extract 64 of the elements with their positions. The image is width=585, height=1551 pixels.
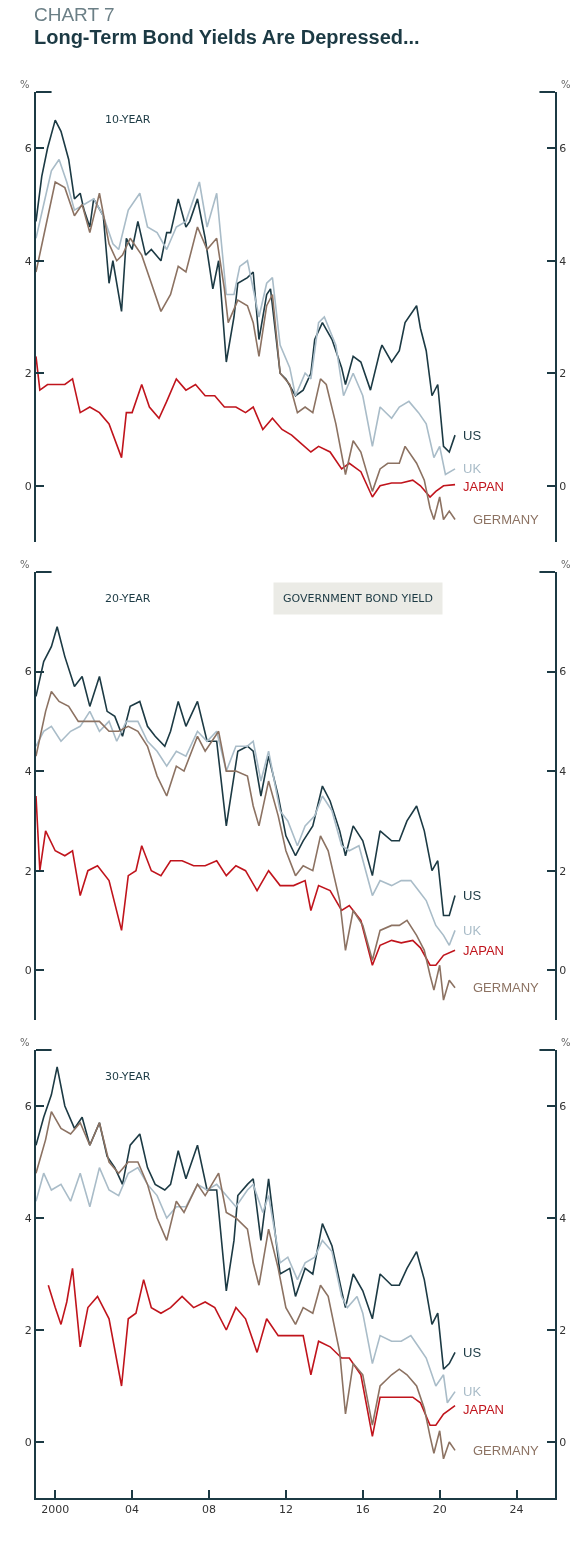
series-label: UK [463, 461, 482, 476]
series-label: US [463, 428, 482, 443]
y2-axis-title: % [561, 79, 571, 90]
series-label: UK [463, 923, 482, 938]
y-tick-label: 0 [24, 479, 32, 493]
y2-tick-label: 0 [559, 964, 567, 978]
y2-tick-label: 4 [559, 1211, 567, 1225]
x-tick-label: 08 [202, 1503, 216, 1517]
line-series [36, 795, 456, 967]
series-label: JAPAN [463, 943, 504, 958]
annotation: 10-YEAR [105, 113, 151, 126]
x-tick-label: 12 [278, 1503, 293, 1517]
y2-axis-title: % [561, 559, 571, 570]
y2-axis-title: % [561, 1037, 571, 1048]
y-tick-label: 2 [24, 1323, 32, 1337]
line-series [36, 690, 456, 1001]
line-series [36, 1166, 456, 1404]
x-tick-label: 04 [125, 1503, 140, 1517]
chart-title: Long-Term Bond Yields Are Depressed... [34, 26, 421, 49]
series-label: GERMANY [473, 1443, 540, 1458]
y-axis-title: % [20, 559, 30, 570]
y2-tick-label: 2 [559, 864, 567, 878]
series-label: JAPAN [463, 1402, 504, 1417]
y2-tick-label: 4 [559, 254, 567, 268]
y2-tick-label: 6 [559, 142, 567, 156]
y-tick-label: 4 [24, 764, 32, 778]
line-series [36, 355, 456, 498]
y-tick-label: 6 [24, 142, 32, 156]
y-tick-label: 0 [24, 1435, 32, 1449]
line-series [36, 181, 456, 521]
y2-tick-label: 0 [559, 479, 567, 493]
y-tick-label: 4 [24, 254, 32, 268]
series-label: UK [463, 1384, 482, 1399]
y2-tick-label: 2 [559, 367, 567, 381]
x-tick-label: 20 [432, 1503, 447, 1517]
x-tick-label: 24 [509, 1503, 524, 1517]
annotation: 30-YEAR [105, 1070, 151, 1083]
y-axis-title: % [20, 1037, 30, 1048]
chart-subtitle: CHART 7 [34, 4, 116, 26]
y2-tick-label: 4 [559, 764, 567, 778]
y2-tick-label: 2 [559, 1323, 567, 1337]
y-axis-title: % [20, 79, 30, 90]
line-series [36, 710, 456, 947]
y-tick-label: 2 [24, 367, 32, 381]
y2-tick-label: 0 [559, 1435, 567, 1449]
line-series [36, 1110, 456, 1460]
y2-tick-label: 6 [559, 665, 567, 679]
x-tick-label: 2000 [41, 1503, 70, 1517]
series-label: GERMANY [473, 512, 540, 527]
series-label: US [463, 888, 482, 903]
y2-tick-label: 6 [559, 1099, 567, 1113]
series-label: JAPAN [463, 479, 504, 494]
line-series [47, 1267, 456, 1438]
line-series [36, 158, 456, 476]
y-tick-label: 4 [24, 1211, 32, 1225]
series-label: GERMANY [473, 980, 540, 995]
x-tick-label: 16 [355, 1503, 370, 1517]
y-tick-label: 0 [24, 964, 32, 978]
y-tick-label: 6 [24, 1099, 32, 1113]
y-tick-label: 2 [24, 864, 32, 878]
annotation: 20-YEAR [105, 592, 151, 605]
y-tick-label: 6 [24, 665, 32, 679]
series-label: US [463, 1345, 482, 1360]
annotation: GOVERNMENT BOND YIELD [283, 592, 433, 605]
